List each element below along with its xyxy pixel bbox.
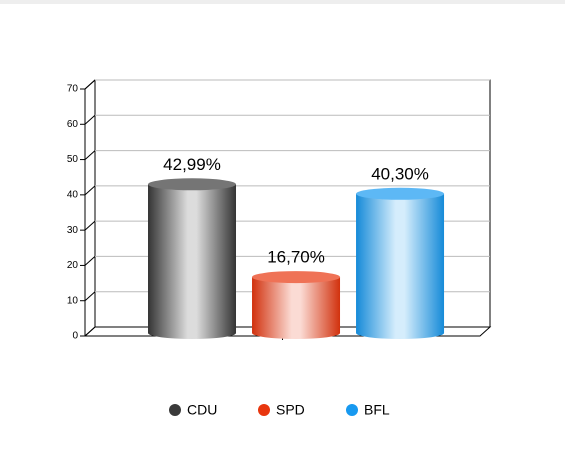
y-tick-label: 20 bbox=[67, 260, 79, 271]
grid-line bbox=[84, 256, 96, 266]
grid-line bbox=[84, 291, 96, 302]
bar-top bbox=[356, 187, 445, 200]
grid-line bbox=[84, 79, 96, 90]
y-tick-label: 10 bbox=[67, 295, 79, 306]
bar-top bbox=[148, 178, 237, 191]
bar bbox=[148, 184, 237, 339]
y-tick-label: 70 bbox=[67, 84, 79, 95]
y-tick-label: 50 bbox=[67, 154, 79, 165]
grid-line bbox=[84, 185, 96, 196]
value-label: 16,70% bbox=[267, 248, 325, 267]
bar bbox=[252, 277, 341, 339]
bar-top bbox=[252, 271, 341, 284]
legend-marker bbox=[169, 404, 181, 416]
legend-marker bbox=[346, 404, 358, 416]
value-label: 40,30% bbox=[371, 164, 429, 183]
bar bbox=[356, 193, 445, 339]
legend-label: BFL bbox=[364, 402, 390, 418]
top-strip bbox=[0, 0, 565, 4]
y-tick-label: 0 bbox=[72, 331, 78, 342]
grid-line bbox=[84, 326, 96, 337]
legend-label: CDU bbox=[187, 402, 217, 418]
grid-line bbox=[84, 114, 96, 125]
y-tick-label: 30 bbox=[67, 225, 79, 236]
grid-line bbox=[84, 150, 96, 160]
y-tick-label: 40 bbox=[67, 189, 79, 200]
grid-line bbox=[84, 220, 96, 231]
legend-label: SPD bbox=[276, 402, 305, 418]
legend-marker bbox=[258, 404, 270, 416]
y-tick-label: 60 bbox=[67, 119, 79, 130]
value-label: 42,99% bbox=[163, 155, 221, 174]
